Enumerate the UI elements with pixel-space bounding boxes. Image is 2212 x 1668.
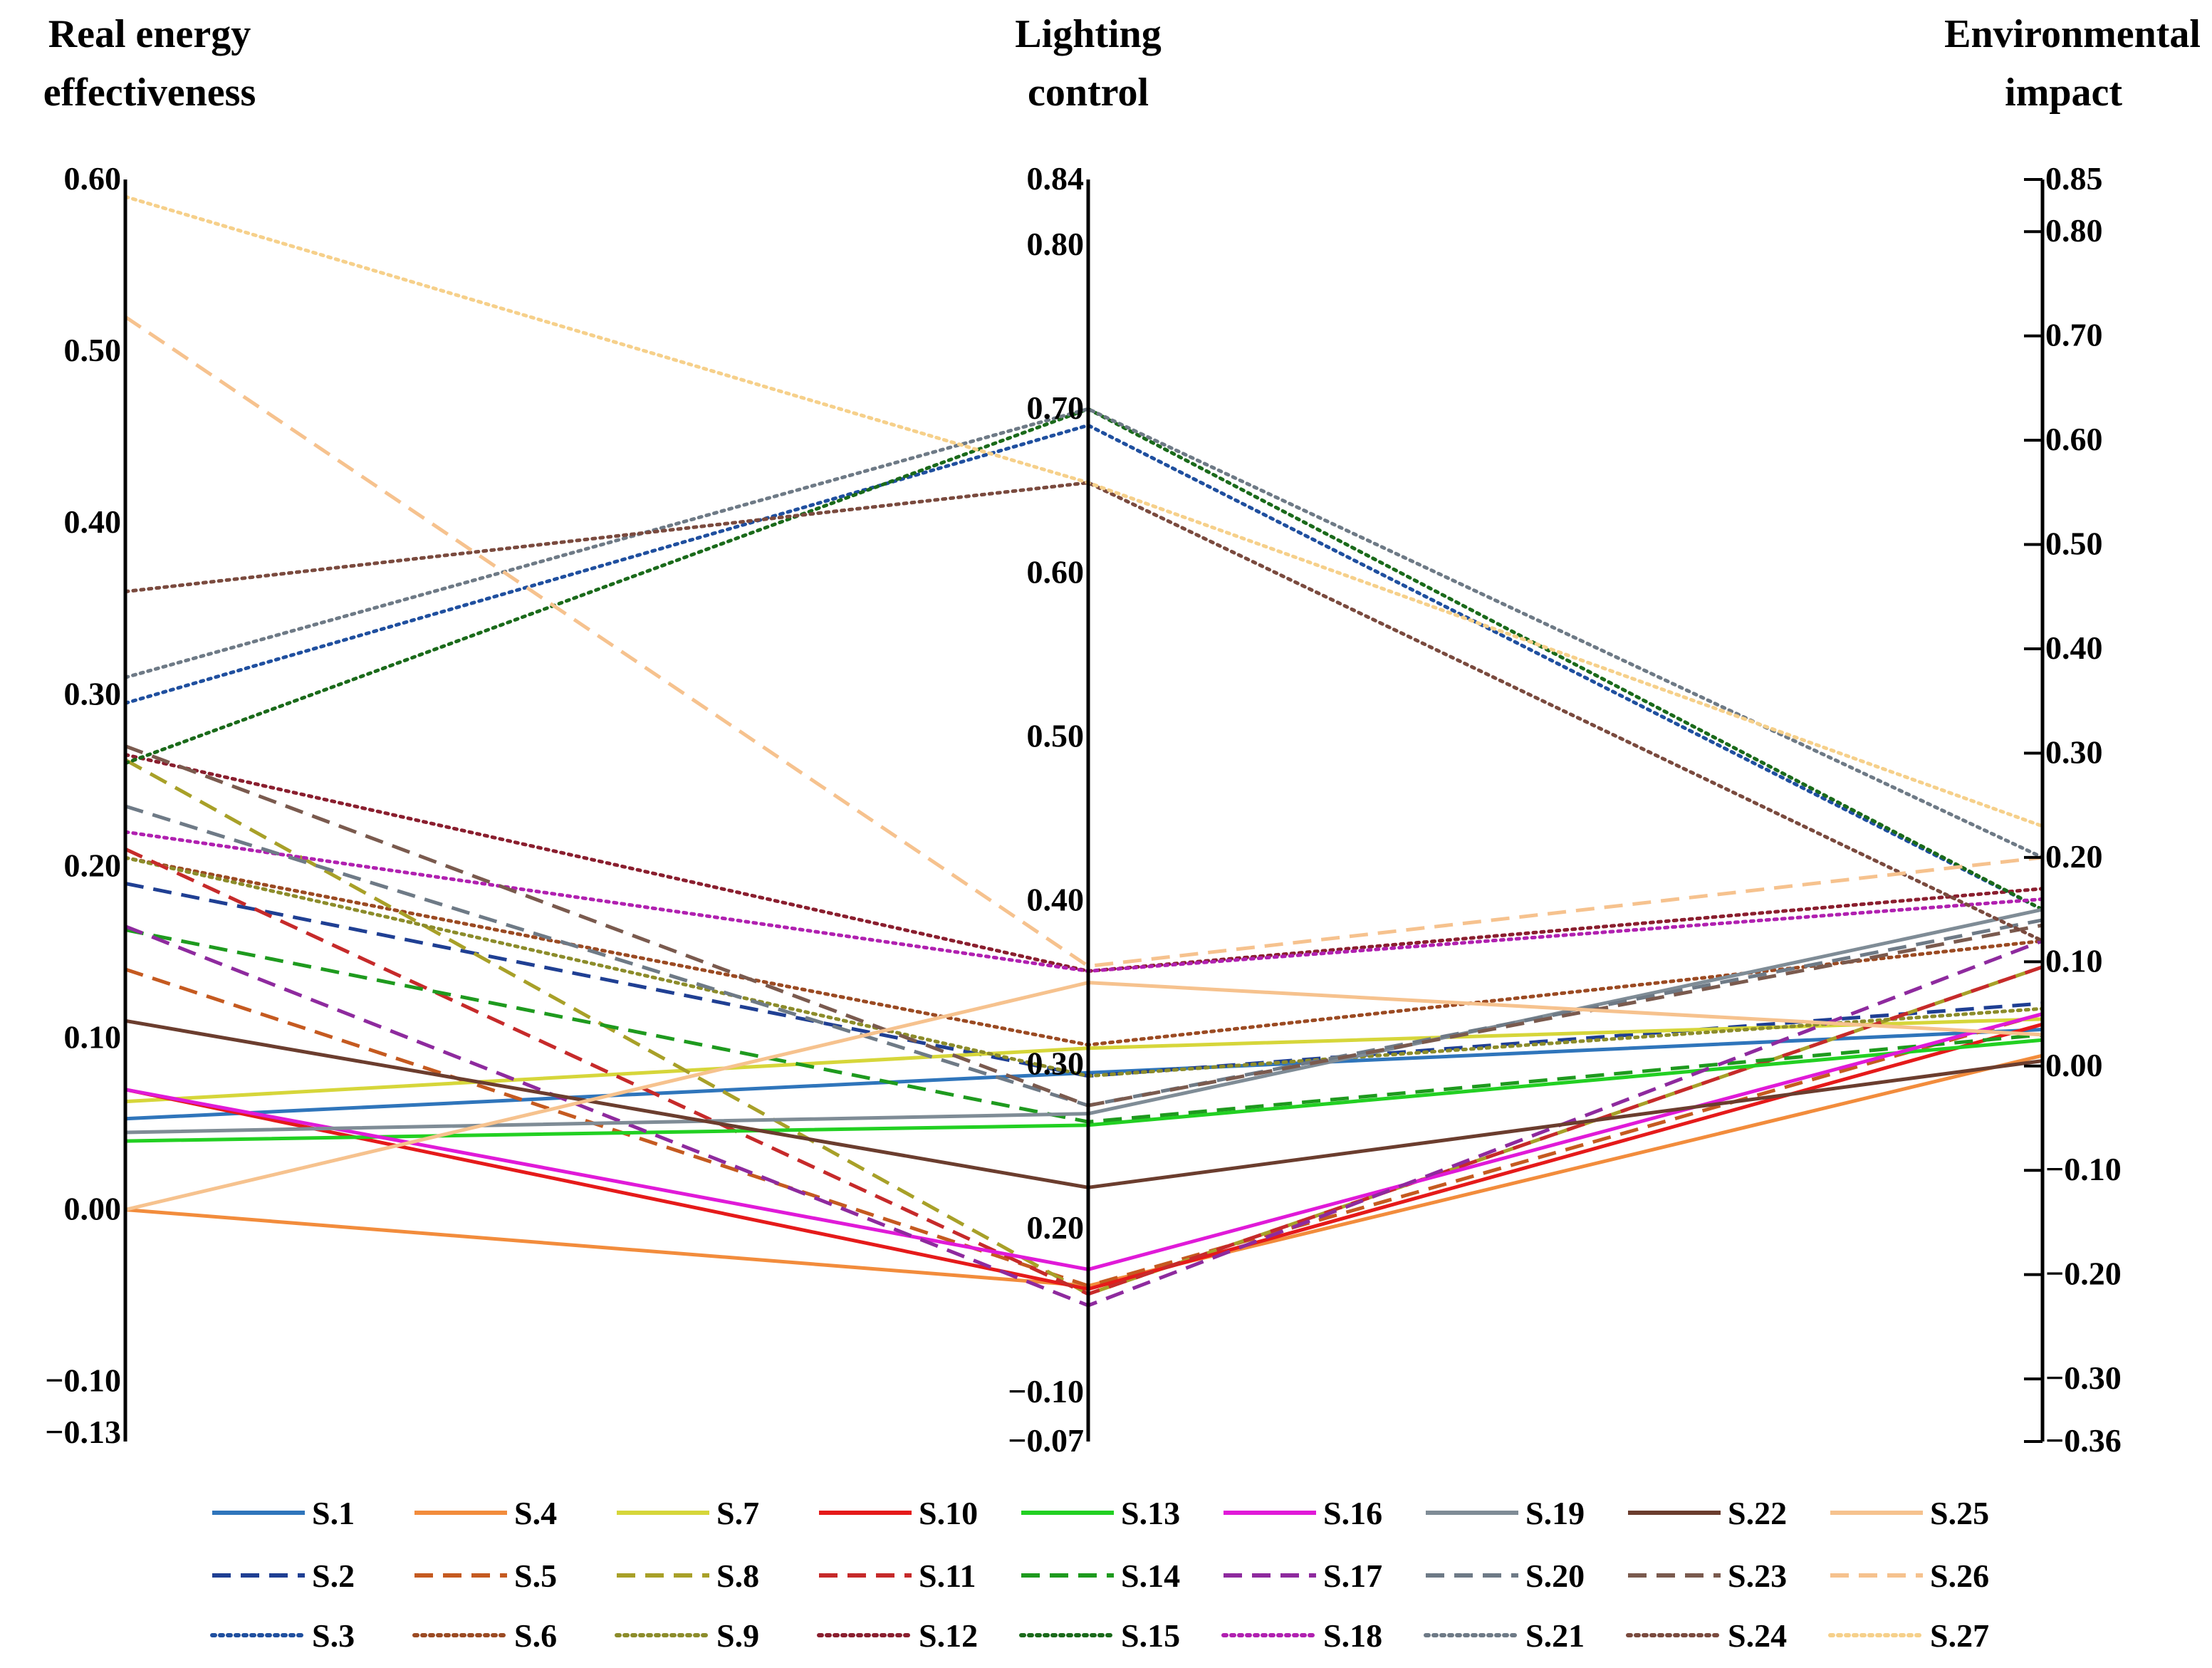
axes: 0.60 0.50 0.40 0.30 0.20 0.10 0.00 −0.10 −0.13 0.… xyxy=(45,160,2121,1459)
series-line-s12 xyxy=(123,753,2045,973)
tick-label-environmental-3: 0.60 xyxy=(2045,421,2103,457)
tick-label-real_energy-6: 0.00 xyxy=(64,1191,122,1227)
legend-label-s6: S.6 xyxy=(514,1617,557,1654)
tick-label-lighting-1: 0.80 xyxy=(1027,226,1085,262)
tick-label-environmental-7: 0.20 xyxy=(2045,838,2103,875)
series-line-s26 xyxy=(124,315,2043,969)
series-line-s24 xyxy=(123,481,2045,943)
axis-title-environmental-line1: Environmental xyxy=(1944,12,2201,56)
tick-label-environmental-13: −0.36 xyxy=(2045,1422,2122,1459)
legend-label-s4: S.4 xyxy=(514,1495,557,1531)
tick-label-environmental-12: −0.30 xyxy=(2045,1360,2122,1396)
tick-label-environmental-6: 0.30 xyxy=(2045,734,2103,770)
axis-title-lighting-line2: control xyxy=(1028,71,1149,115)
legend-label-s25: S.25 xyxy=(1930,1495,1989,1531)
legend-label-s1: S.1 xyxy=(312,1495,355,1531)
tick-label-lighting-8: −0.10 xyxy=(1008,1373,1084,1409)
legend-label-s11: S.11 xyxy=(919,1558,976,1594)
legend-label-s12: S.12 xyxy=(919,1617,978,1654)
legend-label-s18: S.18 xyxy=(1323,1617,1382,1654)
legend-label-s17: S.17 xyxy=(1323,1558,1382,1594)
tick-label-lighting-0: 0.84 xyxy=(1027,160,1085,197)
tick-label-environmental-0: 0.85 xyxy=(2045,160,2103,197)
legend-label-s24: S.24 xyxy=(1728,1617,1787,1654)
axis-title-real-energy-line1: Real energy xyxy=(48,12,251,56)
legend-label-s22: S.22 xyxy=(1728,1495,1787,1531)
axis-title-real-energy-line2: effectiveness xyxy=(43,71,256,115)
tick-label-environmental-8: 0.10 xyxy=(2045,942,2103,979)
tick-label-lighting-7: 0.20 xyxy=(1027,1209,1085,1246)
tick-label-lighting-6: 0.30 xyxy=(1027,1046,1085,1082)
legend-label-s16: S.16 xyxy=(1323,1495,1382,1531)
tick-label-environmental-5: 0.40 xyxy=(2045,630,2103,666)
series-line-s20 xyxy=(125,804,2043,1107)
legend-label-s19: S.19 xyxy=(1525,1495,1585,1531)
tick-label-lighting-5: 0.40 xyxy=(1027,882,1085,918)
tick-label-lighting-4: 0.50 xyxy=(1027,717,1085,754)
tick-label-environmental-2: 0.70 xyxy=(2045,317,2103,353)
series-line-s6 xyxy=(123,855,2045,1047)
tick-label-real_energy-2: 0.40 xyxy=(64,504,122,540)
series-line-s8 xyxy=(124,758,2043,1296)
series-line-s14 xyxy=(125,928,2043,1124)
tick-label-environmental-10: −0.10 xyxy=(2045,1151,2122,1187)
tick-label-real_energy-1: 0.50 xyxy=(64,332,122,368)
legend-label-s10: S.10 xyxy=(919,1495,978,1531)
legend-label-s15: S.15 xyxy=(1121,1617,1180,1654)
series-lines xyxy=(123,194,2045,1308)
series-line-s18 xyxy=(123,830,2045,973)
tick-label-lighting-3: 0.60 xyxy=(1027,553,1085,590)
tick-label-environmental-9: 0.00 xyxy=(2045,1047,2103,1083)
tick-label-environmental-1: 0.80 xyxy=(2045,212,2103,249)
legend: S.1 S.2 S.3 S.4 S.5 S.6 S.7 S.8 S.9 S.10 S.11 S.12 S… xyxy=(210,1495,1989,1654)
tick-label-environmental-4: 0.50 xyxy=(2045,526,2103,562)
legend-label-s7: S.7 xyxy=(716,1495,759,1531)
legend-label-s27: S.27 xyxy=(1930,1617,1989,1654)
legend-label-s3: S.3 xyxy=(312,1617,355,1654)
tick-label-real_energy-0: 0.60 xyxy=(64,160,122,197)
axis-titles: Real energy effectiveness Lighting contr… xyxy=(43,12,2201,115)
axis-title-environmental-line2: impact xyxy=(2005,71,2122,115)
tick-label-real_energy-8: −0.13 xyxy=(45,1414,121,1450)
tick-label-real_energy-7: −0.10 xyxy=(45,1362,121,1399)
legend-label-s5: S.5 xyxy=(514,1558,557,1594)
legend-label-s8: S.8 xyxy=(716,1558,759,1594)
series-line-s3 xyxy=(123,423,2045,912)
tick-label-real_energy-4: 0.20 xyxy=(64,847,122,883)
legend-label-s26: S.26 xyxy=(1930,1558,1989,1594)
legend-label-s23: S.23 xyxy=(1728,1558,1787,1594)
series-line-s21 xyxy=(123,407,2045,860)
series-line-s25 xyxy=(125,981,2043,1211)
legend-label-s20: S.20 xyxy=(1525,1558,1585,1594)
legend-label-s9: S.9 xyxy=(716,1617,759,1654)
tick-label-lighting-9: −0.07 xyxy=(1008,1422,1084,1459)
tick-label-real_energy-3: 0.30 xyxy=(64,675,122,711)
legend-label-s2: S.2 xyxy=(312,1558,355,1594)
tick-label-real_energy-5: 0.10 xyxy=(64,1018,122,1055)
legend-label-s13: S.13 xyxy=(1121,1495,1180,1531)
tick-label-lighting-2: 0.70 xyxy=(1027,390,1085,426)
legend-label-s14: S.14 xyxy=(1121,1558,1180,1594)
legend-label-s21: S.21 xyxy=(1525,1617,1585,1654)
axis-title-lighting-line1: Lighting xyxy=(1015,12,1161,56)
tick-label-environmental-11: −0.20 xyxy=(2045,1256,2122,1292)
